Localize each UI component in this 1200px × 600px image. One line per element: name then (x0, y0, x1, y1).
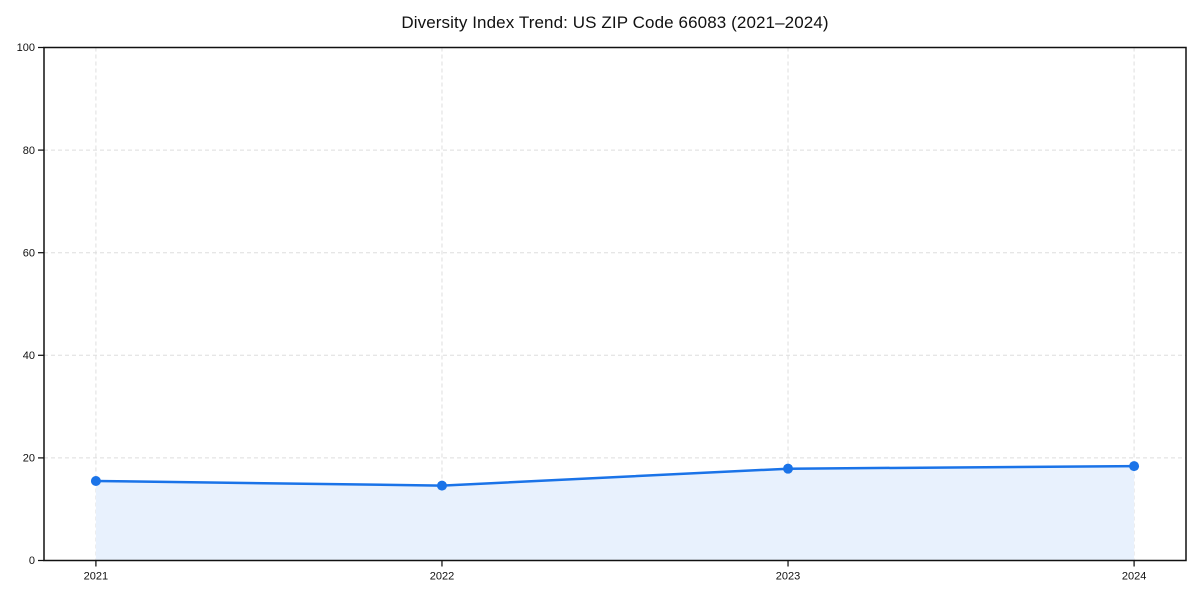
x-tick-label: 2021 (84, 571, 108, 583)
y-tick-label: 40 (23, 350, 35, 362)
data-point-2023 (783, 463, 794, 474)
data-point-2022 (436, 480, 447, 491)
data-point-2024 (1129, 461, 1140, 472)
x-tick-label: 2022 (430, 571, 454, 583)
x-tick-label: 2024 (1122, 571, 1146, 583)
x-tick-label: 2023 (776, 571, 800, 583)
y-tick-label: 60 (23, 247, 35, 259)
trend-line (94, 464, 1136, 487)
y-tick-label: 80 (23, 145, 35, 157)
chart-title: Diversity Index Trend: US ZIP Code 66083… (401, 13, 829, 32)
plot-border (43, 46, 1187, 562)
area-fill (95, 466, 1135, 561)
y-tick-label: 20 (23, 453, 35, 465)
data-point-2021 (90, 475, 101, 486)
y-tick-label: 0 (29, 555, 35, 567)
y-tick-label: 100 (17, 42, 35, 54)
